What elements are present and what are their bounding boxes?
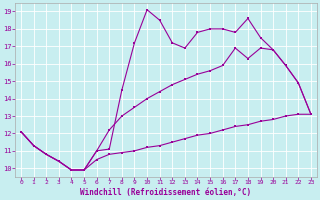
X-axis label: Windchill (Refroidissement éolien,°C): Windchill (Refroidissement éolien,°C): [80, 188, 252, 197]
